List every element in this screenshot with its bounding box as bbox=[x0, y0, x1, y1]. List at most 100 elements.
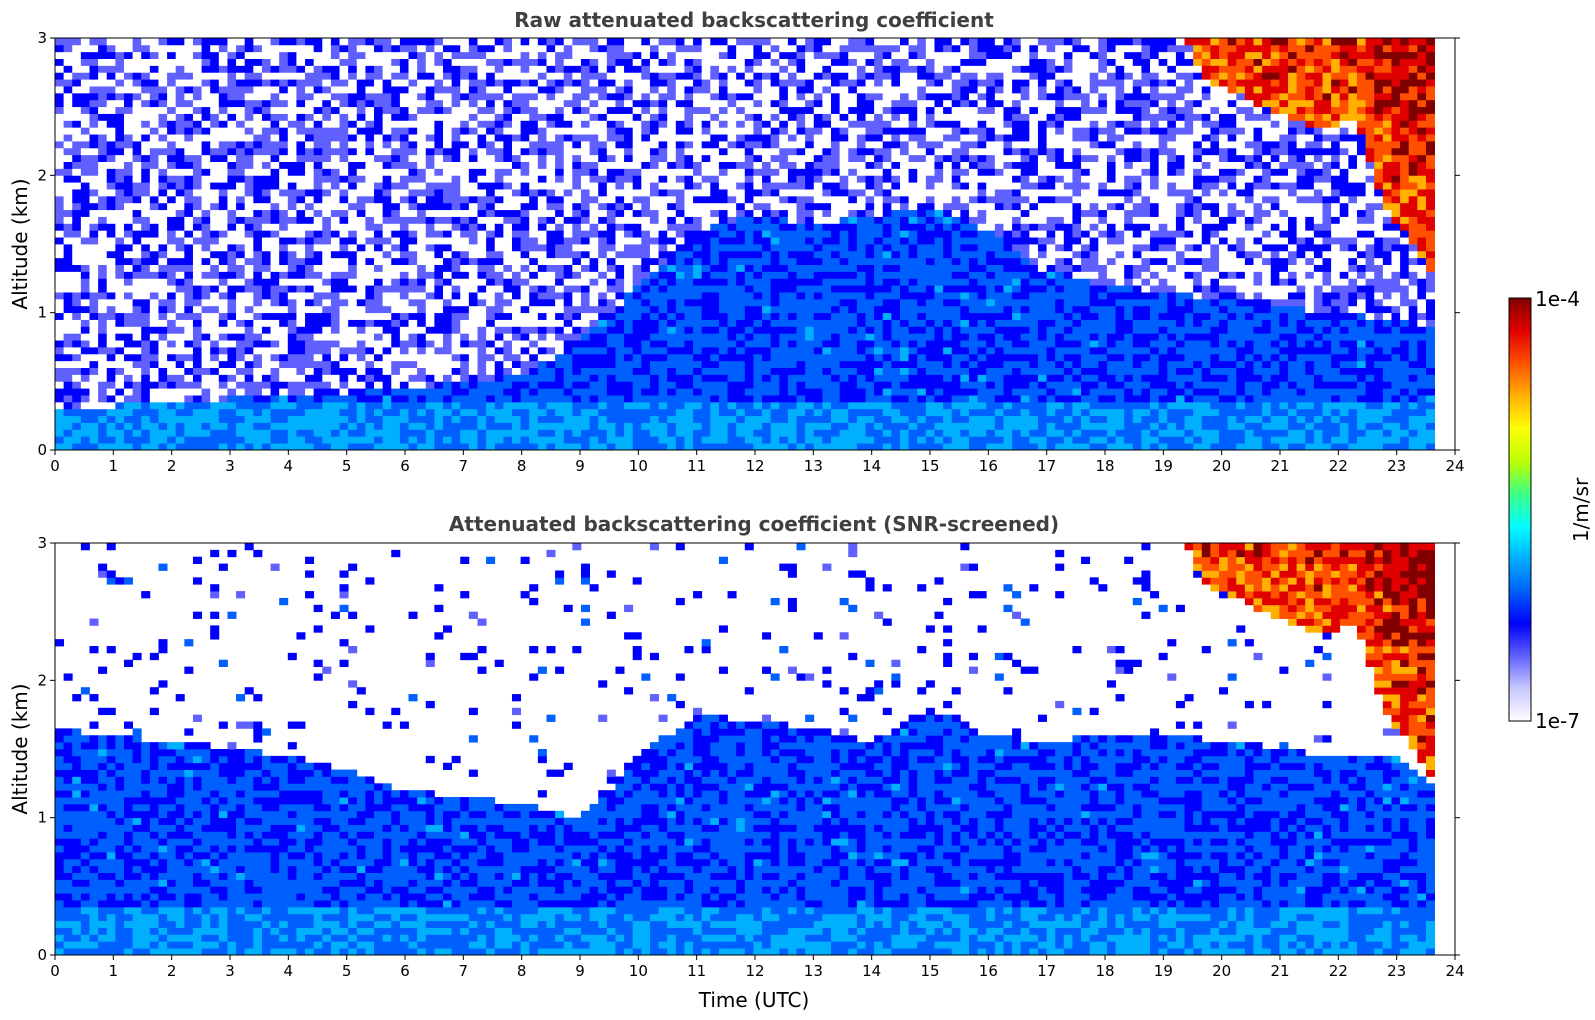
heatmap-cell bbox=[330, 319, 340, 327]
heatmap-cell bbox=[210, 381, 220, 389]
heatmap-cell bbox=[546, 333, 556, 341]
heatmap-cell bbox=[434, 340, 444, 348]
heatmap-cell bbox=[494, 257, 504, 265]
heatmap-cell bbox=[322, 333, 332, 341]
heatmap-cell bbox=[89, 353, 99, 362]
heatmap-cell bbox=[348, 168, 358, 176]
heatmap-cell bbox=[382, 237, 392, 245]
heatmap-cell bbox=[236, 202, 246, 211]
heatmap-cell bbox=[718, 381, 728, 389]
heatmap-cell bbox=[511, 244, 522, 252]
heatmap-cell bbox=[770, 395, 780, 403]
heatmap-cell bbox=[296, 305, 306, 314]
heatmap-cell bbox=[63, 353, 73, 362]
heatmap-cell bbox=[675, 99, 685, 108]
heatmap-cell bbox=[434, 51, 444, 59]
heatmap-cell bbox=[305, 388, 315, 396]
heatmap-cell bbox=[555, 99, 565, 108]
heatmap-cell bbox=[210, 278, 220, 286]
heatmap-cell bbox=[443, 374, 453, 382]
heatmap-cell bbox=[261, 51, 271, 59]
heatmap-cell bbox=[658, 127, 668, 135]
heatmap-cell bbox=[184, 319, 194, 327]
heatmap-cell bbox=[253, 86, 263, 94]
heatmap-cell bbox=[98, 147, 108, 156]
heatmap-cell bbox=[477, 44, 487, 53]
heatmap-cell bbox=[744, 72, 754, 80]
heatmap-cell bbox=[348, 141, 358, 149]
heatmap-cell bbox=[98, 360, 108, 368]
heatmap-cell bbox=[460, 333, 470, 341]
heatmap-cell bbox=[348, 237, 358, 245]
heatmap-cell bbox=[322, 223, 332, 231]
heatmap-cell bbox=[753, 106, 763, 114]
heatmap-cell bbox=[89, 113, 99, 121]
heatmap-cell bbox=[167, 120, 177, 128]
heatmap-cell bbox=[744, 360, 754, 368]
heatmap-cell bbox=[261, 381, 271, 389]
heatmap-cell bbox=[701, 319, 711, 327]
heatmap-cell bbox=[279, 127, 289, 135]
heatmap-cell bbox=[667, 305, 677, 314]
heatmap-cell bbox=[589, 415, 599, 423]
heatmap-cell bbox=[718, 106, 728, 114]
heatmap-cell bbox=[141, 374, 151, 382]
heatmap-cell bbox=[649, 189, 659, 197]
heatmap-cell bbox=[348, 264, 358, 272]
heatmap-cell bbox=[158, 436, 168, 444]
heatmap-cell bbox=[80, 141, 90, 149]
heatmap-cell bbox=[770, 388, 780, 396]
heatmap-cell bbox=[244, 367, 254, 375]
heatmap-cell bbox=[123, 326, 133, 334]
heatmap-cell bbox=[563, 209, 573, 217]
heatmap-cell bbox=[374, 65, 384, 73]
heatmap-cell bbox=[555, 168, 565, 176]
heatmap-cell bbox=[123, 209, 133, 217]
heatmap-cell bbox=[279, 120, 289, 128]
heatmap-cell bbox=[753, 388, 763, 396]
heatmap-cell bbox=[201, 182, 211, 190]
heatmap-cell bbox=[727, 134, 737, 142]
heatmap-cell bbox=[399, 113, 409, 121]
heatmap-cell bbox=[348, 99, 358, 108]
heatmap-cell bbox=[167, 38, 177, 46]
heatmap-cell bbox=[236, 319, 246, 327]
heatmap-cell bbox=[537, 120, 547, 128]
heatmap-cell bbox=[55, 79, 65, 87]
heatmap-cell bbox=[356, 395, 366, 403]
heatmap-cell bbox=[167, 436, 177, 444]
heatmap-cell bbox=[710, 305, 720, 314]
heatmap-cell bbox=[132, 113, 142, 121]
heatmap-cell bbox=[175, 99, 185, 108]
heatmap-cell bbox=[305, 154, 315, 162]
heatmap-cell bbox=[434, 168, 444, 176]
heatmap-cell bbox=[434, 147, 444, 156]
heatmap-cell bbox=[167, 395, 177, 403]
heatmap-cell bbox=[391, 58, 401, 66]
heatmap-cell bbox=[227, 120, 237, 128]
heatmap-cell bbox=[115, 223, 125, 231]
heatmap-cell bbox=[632, 230, 642, 238]
heatmap-cell bbox=[460, 147, 470, 156]
heatmap-cell bbox=[417, 278, 427, 286]
heatmap-cell bbox=[684, 195, 694, 204]
heatmap-cell bbox=[149, 353, 159, 362]
heatmap-cell bbox=[598, 408, 608, 417]
heatmap-cell bbox=[313, 292, 323, 300]
heatmap-cell bbox=[89, 154, 99, 162]
heatmap-cell bbox=[391, 216, 401, 224]
heatmap-cell bbox=[175, 223, 185, 231]
heatmap-cell bbox=[244, 257, 254, 265]
heatmap-cell bbox=[753, 237, 763, 245]
heatmap-cell bbox=[115, 360, 125, 368]
heatmap-cell bbox=[580, 257, 590, 265]
heatmap-cell bbox=[710, 271, 720, 279]
heatmap-cell bbox=[55, 244, 65, 252]
heatmap-cell bbox=[649, 216, 659, 224]
heatmap-cell bbox=[710, 326, 720, 334]
heatmap-cell bbox=[356, 353, 366, 362]
heatmap-cell bbox=[684, 237, 694, 245]
heatmap-cell bbox=[606, 395, 616, 403]
heatmap-cell bbox=[141, 360, 151, 368]
heatmap-cell bbox=[529, 367, 539, 375]
